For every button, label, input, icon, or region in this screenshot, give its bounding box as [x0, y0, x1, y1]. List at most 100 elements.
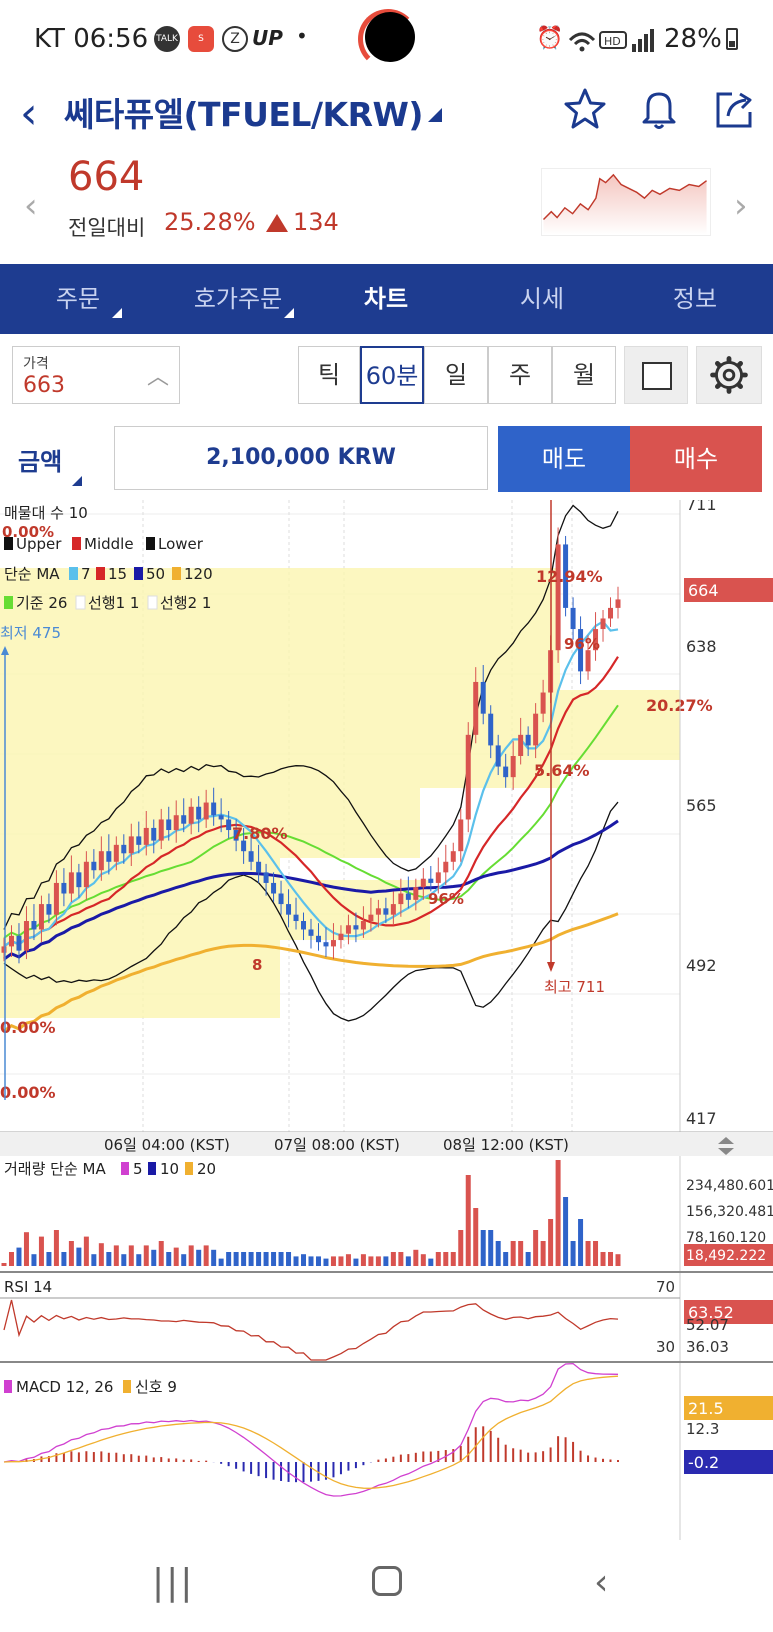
volume-ma-10: 10 — [160, 1160, 179, 1178]
volume-bar — [68, 1241, 74, 1266]
partial-label-2: 96% — [428, 890, 464, 908]
volume-bar — [76, 1247, 82, 1266]
next-coin-arrow-icon[interactable]: › — [734, 186, 748, 226]
panel-resize-up-icon[interactable] — [718, 1137, 734, 1144]
legend-ma-120: 120 — [184, 565, 213, 583]
volume-bar — [91, 1254, 97, 1266]
candle-body — [428, 878, 434, 883]
title-dropdown-icon[interactable] — [428, 108, 442, 122]
candle-body — [518, 734, 524, 756]
bell-icon[interactable] — [636, 86, 682, 132]
sparkline-chart[interactable] — [541, 168, 711, 236]
interval-day[interactable]: 일 — [424, 346, 488, 404]
tab-info[interactable]: 정보 — [672, 285, 718, 313]
candle-body — [211, 802, 217, 816]
volume-bar — [375, 1256, 381, 1266]
camera-ring — [358, 9, 418, 69]
back-icon[interactable]: ‹ — [20, 88, 38, 139]
volume-bar — [533, 1230, 539, 1266]
candle-body — [271, 882, 277, 894]
volume-label: 거래량 단순 MA — [4, 1160, 106, 1178]
volume-bar — [278, 1252, 284, 1266]
fullscreen-button[interactable] — [624, 346, 688, 404]
camera-cutout — [365, 12, 415, 62]
s-app-icon: S — [188, 26, 214, 52]
price-selector[interactable]: 가격 663 ︿ — [12, 346, 180, 404]
candle-body — [53, 882, 59, 915]
recent-apps-icon[interactable]: ||| — [152, 1562, 195, 1603]
home-icon[interactable] — [372, 1566, 402, 1596]
ichimoku-lines — [3, 704, 619, 939]
candle-body — [585, 650, 591, 672]
legend-ichimoku-span2: 선행2 1 — [160, 594, 211, 612]
interval-month[interactable]: 월 — [552, 346, 616, 404]
coin-title[interactable]: 쎄타퓨엘(TFUEL/KRW) — [64, 95, 423, 134]
volume-bar — [480, 1230, 486, 1266]
volume-bar — [548, 1219, 554, 1266]
macd-tick-1: 12.3 — [686, 1420, 719, 1438]
candle-body — [128, 836, 134, 854]
tab-chart[interactable]: 차트 — [363, 285, 409, 313]
interval-60min[interactable]: 60분 — [360, 346, 424, 404]
volume-bar — [360, 1254, 366, 1266]
buy-button[interactable]: 매수 — [630, 426, 762, 492]
tab-orderbook[interactable]: 호가주문 — [178, 264, 298, 334]
candle-body — [615, 599, 621, 608]
system-back-icon[interactable]: ‹ — [594, 1562, 609, 1603]
candle-body — [263, 872, 269, 883]
legend-ma-50: 50 — [146, 565, 165, 583]
price-chart[interactable]: 0.00% 7.80% 20.27% 12.94% 5.64% 0.00% 0.… — [0, 500, 773, 1540]
macd-hist-current: -0.2 — [688, 1453, 719, 1472]
share-icon[interactable] — [712, 86, 758, 132]
x-tick-3: 08일 12:00 (KST) — [443, 1136, 569, 1154]
candle-body — [286, 904, 292, 915]
legend-volume-profile: 매물대 수 10 — [4, 504, 88, 522]
prev-coin-arrow-icon[interactable]: ‹ — [24, 186, 38, 226]
volume-bar — [16, 1247, 22, 1266]
candle-body — [435, 872, 441, 883]
x-axis: 06일 04:00 (KST) 07일 08:00 (KST) 08일 12:0… — [0, 1131, 773, 1156]
settings-gear-icon[interactable] — [696, 346, 762, 404]
pct-label-1: 0.00% — [2, 523, 54, 541]
candle-body — [113, 844, 119, 862]
amount-input[interactable]: 2,100,000 KRW — [114, 426, 488, 490]
up-triangle-icon — [266, 214, 288, 232]
volume-bar — [61, 1252, 67, 1266]
amount-dropdown-icon[interactable] — [72, 476, 82, 486]
panel-resize-down-icon[interactable] — [718, 1148, 734, 1155]
main-tab-bar: 주문 호가주문 차트 시세 정보 — [0, 264, 773, 334]
pct-label-6: 0.00% — [0, 1018, 56, 1037]
candle-body — [488, 713, 494, 746]
candle-body — [458, 819, 464, 852]
volume-bar — [143, 1245, 149, 1266]
candle-body — [578, 629, 584, 672]
rsi-tick-2: 36.03 — [686, 1338, 729, 1356]
change-label: 전일대비 — [68, 216, 146, 240]
macd-current: 21.5 — [688, 1399, 724, 1418]
volume-bar — [128, 1245, 134, 1266]
volume-bar — [53, 1230, 59, 1266]
volume-tick-1: 234,480.601 — [686, 1178, 773, 1194]
volume-bar — [121, 1254, 127, 1266]
amount-mode-label[interactable]: 금액 — [18, 448, 63, 476]
current-price-tag — [684, 578, 773, 602]
sell-button[interactable]: 매도 — [498, 426, 630, 492]
candle-body — [368, 914, 374, 922]
candle-body — [480, 681, 486, 714]
interval-tick[interactable]: 틱 — [298, 346, 360, 404]
candle-body — [61, 882, 67, 894]
tab-order[interactable]: 주문 — [28, 264, 128, 334]
volume-bar — [226, 1252, 232, 1266]
moving-averages — [3, 620, 619, 1033]
alarm-icon: ⏰ — [536, 26, 564, 51]
ma15-line — [3, 656, 619, 948]
favorite-star-icon[interactable] — [562, 86, 608, 132]
tab-market[interactable]: 시세 — [519, 285, 565, 313]
interval-week[interactable]: 주 — [488, 346, 552, 404]
candle-body — [31, 921, 37, 930]
candle-body — [323, 942, 329, 947]
candlesticks — [1, 527, 621, 964]
volume-bar — [563, 1197, 569, 1266]
candle-body — [293, 914, 299, 922]
legend-bb-upper: Upper — [16, 535, 62, 553]
